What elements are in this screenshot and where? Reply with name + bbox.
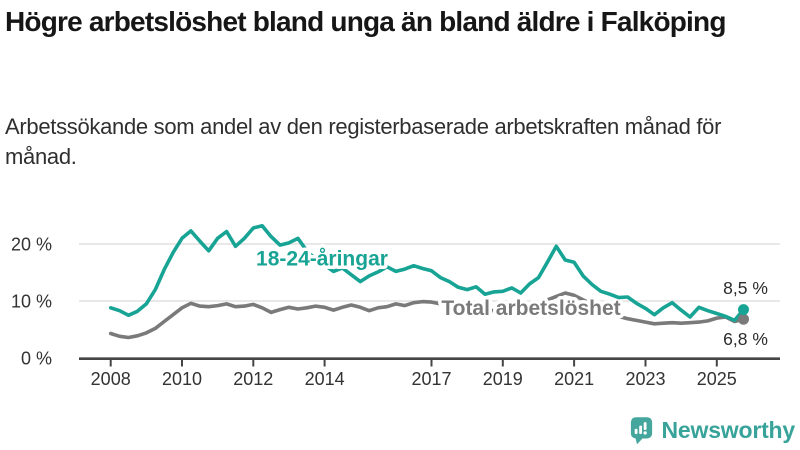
x-axis-tick-label: 2021 (554, 369, 594, 389)
x-axis-tick-label: 2019 (483, 369, 523, 389)
end-value-label-total: 6,8 % (723, 329, 768, 349)
x-axis-tick-label: 2010 (162, 369, 202, 389)
x-axis-tick-label: 2012 (233, 369, 273, 389)
y-axis-tick-label: 10 % (11, 292, 52, 312)
end-dot-total (738, 313, 749, 325)
end-dot-youth (738, 304, 749, 316)
series-label-total: Total arbetslöshet (441, 297, 620, 320)
y-axis-tick-label: 20 % (11, 235, 52, 255)
y-axis-tick-label: 0 % (21, 349, 52, 369)
x-axis-tick-label: 2017 (411, 369, 451, 389)
series-line-youth (108, 224, 746, 323)
series-line-total (108, 291, 746, 340)
series-label-youth: 18-24-åringar (256, 248, 388, 271)
page-title: Högre arbetslöshet bland unga än bland ä… (5, 6, 726, 37)
x-axis-tick-label: 2023 (625, 369, 665, 389)
x-axis-tick-label: 2025 (697, 369, 737, 389)
newsworthy-bar-chart-icon (630, 417, 652, 445)
end-value-label-youth: 8,5 % (723, 278, 768, 298)
newsworthy-logo-text: Newsworthy (661, 417, 796, 443)
x-axis-tick-label: 2014 (305, 369, 345, 389)
newsworthy-logo[interactable]: Newsworthy (630, 416, 795, 445)
x-axis-tick-label: 2008 (91, 369, 131, 389)
page-subtitle: Arbetssökande som andel av den registerb… (5, 114, 722, 169)
